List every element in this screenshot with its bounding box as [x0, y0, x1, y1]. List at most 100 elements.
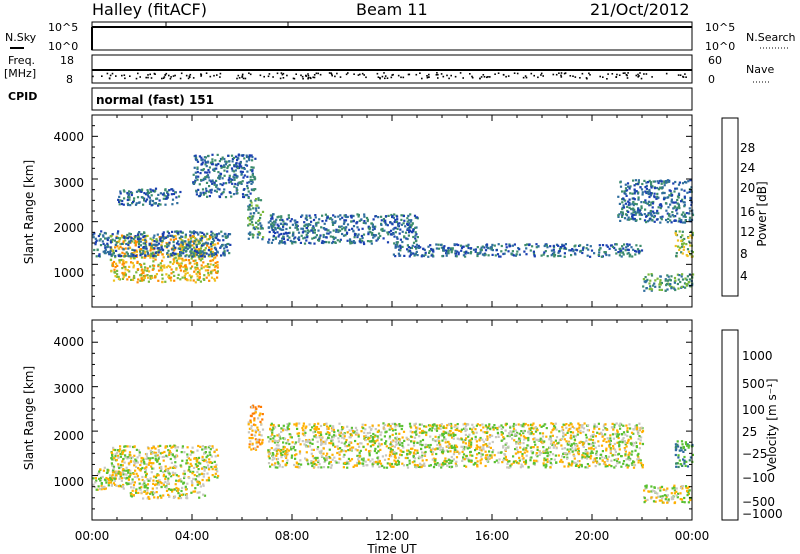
range-cell — [656, 192, 659, 195]
range-cell — [651, 206, 654, 209]
range-cell — [182, 493, 185, 496]
range-cell — [207, 176, 210, 179]
range-cell — [627, 203, 630, 206]
range-cell — [224, 196, 228, 199]
range-cell — [179, 478, 182, 481]
range-cell — [469, 427, 472, 430]
range-cell — [436, 427, 439, 430]
range-cell — [143, 199, 146, 202]
range-cell — [248, 436, 251, 440]
range-cell — [131, 248, 134, 251]
range-cell — [131, 481, 134, 484]
range-cell — [501, 432, 504, 435]
range-cell — [203, 255, 206, 258]
range-cell — [664, 278, 667, 281]
range-cell — [366, 240, 370, 243]
range-cell — [675, 208, 679, 211]
range-cell — [595, 457, 598, 460]
range-cell — [135, 241, 138, 244]
range-cell — [641, 430, 644, 434]
range-cell — [334, 460, 337, 463]
range-cell — [165, 445, 169, 448]
range-cell — [412, 444, 416, 447]
range-cell — [648, 179, 651, 182]
range-cell — [380, 219, 383, 222]
range-cell — [670, 200, 673, 203]
range-cell — [274, 466, 277, 469]
range-cell — [579, 249, 582, 253]
range-cell — [211, 160, 214, 163]
range-cell — [383, 229, 386, 232]
range-cell — [151, 199, 155, 203]
range-cell — [275, 440, 278, 443]
range-cell — [307, 441, 310, 444]
range-cell — [149, 457, 152, 460]
range-cell — [250, 218, 253, 221]
range-cell — [204, 163, 207, 166]
range-cell — [110, 254, 113, 258]
range-cell — [486, 428, 489, 431]
range-cell — [181, 446, 184, 449]
range-cell — [295, 226, 298, 229]
range-cell — [540, 254, 543, 257]
range-cell — [179, 230, 182, 233]
range-cell — [358, 219, 361, 222]
range-cell — [211, 461, 214, 464]
range-cell — [288, 226, 292, 229]
range-cell — [157, 474, 160, 477]
range-cell — [415, 466, 418, 469]
range-cell — [177, 243, 180, 246]
range-cell — [374, 434, 377, 437]
range-cell — [128, 451, 132, 454]
range-cell — [401, 444, 404, 447]
range-cell — [150, 190, 153, 193]
range-cell — [663, 196, 666, 199]
range-cell — [683, 197, 686, 200]
range-cell — [538, 451, 541, 454]
nave-point — [305, 75, 307, 77]
range-cell — [314, 216, 317, 219]
range-cell — [503, 252, 506, 255]
range-cell — [345, 460, 348, 463]
range-cell — [160, 485, 163, 489]
range-cell — [635, 190, 638, 193]
range-cell — [569, 448, 572, 451]
range-cell — [139, 248, 143, 251]
range-cell — [690, 197, 693, 200]
range-cell — [647, 214, 650, 217]
range-cell — [329, 460, 332, 464]
range-cell — [666, 279, 669, 282]
range-cell — [152, 467, 155, 470]
range-cell — [456, 250, 459, 253]
range-cell — [154, 202, 157, 205]
range-cell — [170, 188, 173, 191]
range-cell — [584, 466, 587, 469]
range-cell — [134, 489, 137, 492]
range-cell — [670, 198, 673, 201]
range-cell — [632, 444, 635, 447]
range-cell — [203, 473, 206, 476]
range-cell — [115, 484, 118, 487]
range-cell — [667, 214, 671, 217]
range-cell — [136, 281, 139, 284]
range-cell — [167, 479, 170, 482]
range-cell — [132, 199, 135, 202]
range-cell — [120, 466, 123, 469]
range-cell — [448, 462, 451, 465]
range-cell — [624, 213, 628, 216]
range-cell — [603, 438, 606, 441]
range-cell — [647, 200, 650, 203]
range-cell — [674, 219, 677, 222]
range-cell — [118, 477, 121, 480]
range-cell — [244, 163, 247, 166]
range-cell — [303, 242, 307, 245]
range-cell — [385, 445, 388, 448]
power-cbar-tick: 28 — [740, 141, 755, 155]
range-cell — [170, 461, 173, 464]
range-cell — [241, 193, 245, 196]
range-cell — [117, 454, 120, 457]
nave-point — [319, 73, 322, 76]
range-cell — [553, 251, 556, 254]
range-cell — [192, 259, 195, 262]
range-cell — [685, 283, 688, 286]
